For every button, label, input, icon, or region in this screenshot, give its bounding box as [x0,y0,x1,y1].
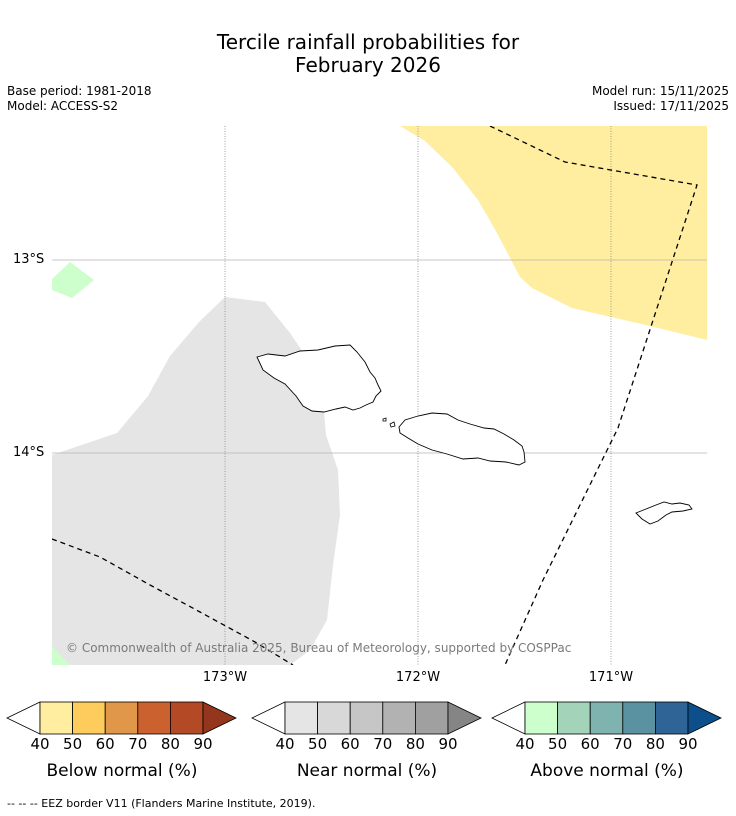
colorbar-near-label: Near normal (%) [296,761,438,781]
colorbar-extend-low [251,701,286,735]
base-period: Base period: 1981-2018 [7,84,152,98]
lon-label-173w: 173°W [202,670,248,685]
colorbar-segment [137,701,171,735]
colorbar-segment [104,701,139,735]
colorbar-tick-label: 40 [515,735,535,753]
colorbar-below-label: Below normal (%) [46,761,198,781]
colorbar-tick-label: 60 [340,735,360,753]
island-manono [382,417,387,422]
copyright-notice: © Commonwealth of Australia 2025, Bureau… [66,641,572,655]
colorbar-tick-label: 60 [580,735,600,753]
colorbar-segment [622,701,656,735]
issued-date: Issued: 17/11/2025 [613,99,729,113]
colorbar-segment [589,701,624,735]
colorbar-above-normal [491,701,722,735]
colorbar-tick-label: 40 [30,735,50,753]
colorbar-above-label: Above normal (%) [530,761,684,781]
colorbar-extend-high [202,701,237,735]
colorbar-extend-low [491,701,526,735]
colorbar-segment [317,701,351,735]
title-line-2: February 2026 [295,53,441,77]
lat-label-14s: 14°S [13,445,45,460]
colorbar-extend-low [6,701,41,735]
colorbar-segment [169,701,204,735]
colorbar-tick-label: 70 [128,735,148,753]
model-name: Model: ACCESS-S2 [7,99,119,113]
below-normal-region [400,126,707,340]
colorbar-tick-label: 70 [613,735,633,753]
colorbar-tick-label: 50 [548,735,568,753]
colorbar-segment [382,701,416,735]
colorbar-tick-label: 50 [308,735,328,753]
colorbar-tick-label: 50 [63,735,83,753]
colorbar-segment [284,701,318,735]
colorbar-segment [655,701,689,735]
colorbar-tick-label: 80 [645,735,665,753]
colorbar-tick-label: 60 [95,735,115,753]
meta-left: Base period: 1981-2018 Model: ACCESS-S2 [7,84,152,114]
colorbar-segment [557,701,591,735]
map-plot-area [52,126,707,665]
colorbar-tick-label: 90 [678,735,698,753]
colorbar-extend-high [447,701,482,735]
above-normal-patch-2 [52,646,70,665]
colorbar-extend-high [687,701,722,735]
colorbar-segment [524,701,558,735]
colorbar-segment [349,701,384,735]
colorbar-segment [414,701,449,735]
colorbar-segment [72,701,106,735]
lon-label-172w: 172°W [395,670,441,685]
colorbar-tick-label: 80 [405,735,425,753]
colorbar-tick-label: 70 [373,735,393,753]
colorbar-segment [39,701,73,735]
colorbar-below-normal [6,701,237,735]
eez-footnote: -- -- -- EEZ border V11 (Flanders Marine… [7,797,316,810]
colorbar-near-normal [251,701,482,735]
model-run: Model run: 15/11/2025 [591,84,729,98]
meta-right: Model run: 15/11/2025 Issued: 17/11/2025 [592,84,729,114]
island-tutuila [635,501,693,525]
island-apolima [389,421,396,428]
title-line-1: Tercile rainfall probabilities for [216,30,520,54]
island-savaii [256,344,382,413]
island-upolu [398,412,526,466]
chart-title: Tercile rainfall probabilities for Febru… [0,31,736,77]
near-normal-region [52,297,340,665]
above-normal-patch-1 [52,262,94,298]
colorbar-tick-label: 90 [193,735,213,753]
colorbar-tick-label: 90 [438,735,458,753]
lon-label-171w: 171°W [588,670,634,685]
colorbar-tick-label: 80 [160,735,180,753]
eez-border-west [52,538,294,665]
colorbar-tick-label: 40 [275,735,295,753]
eez-border-east [489,126,698,665]
lat-label-13s: 13°S [13,252,45,267]
